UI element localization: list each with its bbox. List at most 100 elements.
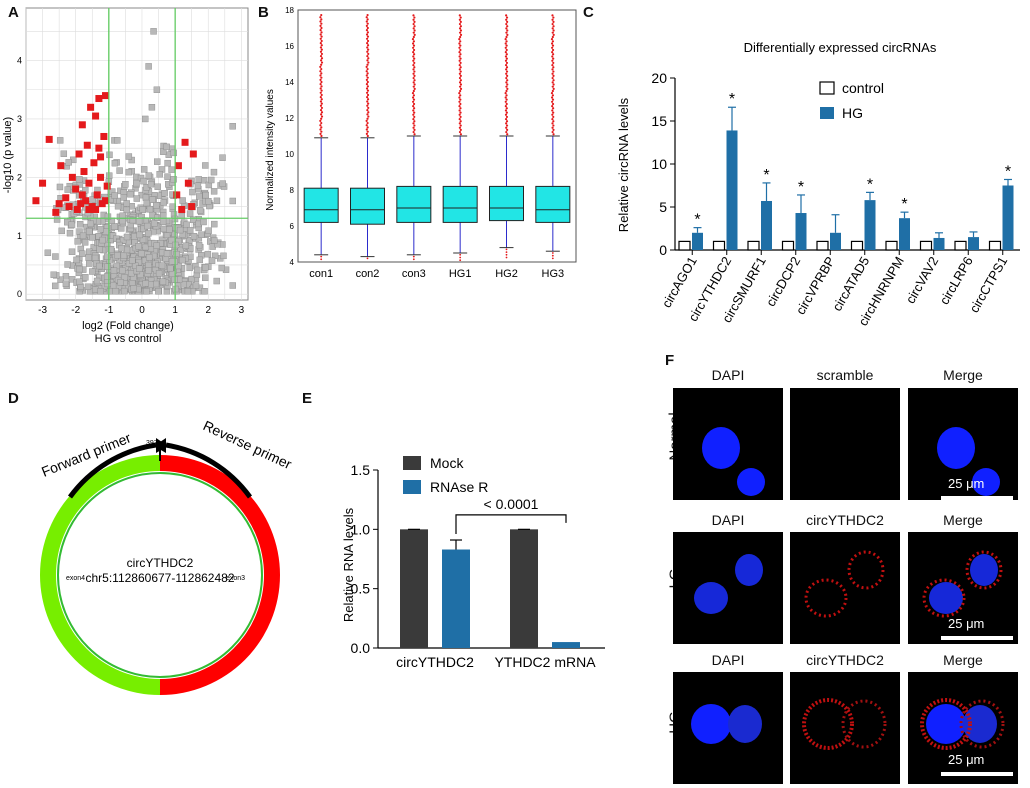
boxplot-outlier (413, 133, 416, 136)
boxplot-outlier (365, 87, 369, 90)
boxplot-outlier (551, 89, 554, 93)
volcano-point (123, 246, 131, 254)
boxplot-outlier (459, 20, 462, 23)
scale-label-1: 25 μm (948, 476, 985, 491)
volcano-sig-point (78, 121, 86, 129)
micrograph-panel: Normal LG HG DAPI scramble Merge 25 μm D… (665, 360, 1030, 788)
header-dapi-3: DAPI (711, 652, 745, 668)
boxplot-outlier (459, 48, 462, 52)
boxplot-outlier (412, 76, 415, 80)
volcano-point (154, 158, 161, 165)
volcano-point (219, 154, 226, 161)
rnase-xtick: YTHDC2 mRNA (494, 654, 596, 670)
boxplot-outlier (458, 100, 461, 103)
boxplot-outlier (320, 76, 323, 79)
boxplot-outlier (458, 31, 462, 34)
volcano-point (195, 176, 202, 183)
boxplot-outlier (320, 22, 323, 25)
volcano-point (153, 86, 161, 93)
volcano-sig-point (100, 132, 108, 140)
volcano-sig-point (181, 138, 189, 146)
volcano-point (194, 266, 201, 274)
legend-swatch-rnase (403, 480, 421, 494)
boxplot-ytick: 6 (290, 222, 295, 231)
boxplot-outlier (504, 117, 508, 121)
boxplot-outlier (365, 16, 368, 19)
boxplot-outlier (319, 119, 322, 122)
boxplot-outlier (459, 98, 462, 101)
volcano-point (159, 278, 167, 286)
volcano-point (155, 270, 163, 277)
boxplot-outlier (412, 113, 415, 116)
boxplot-outlier (459, 16, 462, 19)
boxplot-outlier (459, 29, 463, 32)
boxplot-outlier (504, 113, 508, 116)
volcano-point (218, 264, 225, 272)
boxplot-xtick: HG3 (542, 268, 565, 280)
volcano-sig-point (39, 179, 47, 187)
volcano-ytick: 4 (17, 56, 22, 66)
boxplot-outlier (551, 55, 554, 58)
boxplot-outlier (412, 89, 415, 93)
boxplot-outlier (506, 25, 509, 28)
volcano-point (125, 153, 133, 160)
circrna-bar-hg (830, 232, 841, 250)
boxplot-outlier (319, 96, 322, 99)
boxplot-outlier (365, 83, 369, 86)
volcano-point (179, 197, 186, 204)
volcano-point (141, 257, 149, 264)
volcano-sig-point (102, 92, 110, 100)
volcano-point (106, 288, 114, 295)
circrna-bar-chart: Differentially expressed circRNAs 0 5 10 15… (616, 40, 1020, 328)
boxplot-outlier (552, 115, 555, 119)
boxplot-outlier (552, 53, 555, 56)
boxplot-outlier (505, 111, 508, 114)
volcano-point (76, 221, 84, 228)
boxplot-outlier (552, 66, 555, 69)
boxplot-outlier (552, 133, 555, 136)
volcano-point (114, 202, 122, 210)
boxplot-outlier (319, 65, 322, 68)
boxplot-ylabel: Normalized intensity values (265, 89, 276, 211)
micrograph-lg-dapi (673, 532, 783, 644)
volcano-point (128, 269, 135, 277)
volcano-point (168, 270, 176, 278)
volcano-point (220, 252, 227, 260)
volcano-point (170, 149, 178, 157)
legend-label-hg: HG (842, 105, 863, 121)
boxplot-outlier (458, 113, 461, 116)
volcano-sig-point (77, 200, 85, 208)
circrna-star: * (694, 212, 700, 229)
boxplot-outlier (459, 35, 462, 39)
volcano-point (135, 258, 143, 266)
volcano-point (160, 148, 167, 155)
boxplot-outlier (320, 85, 323, 88)
volcano-point (210, 188, 218, 195)
volcano-point (68, 248, 76, 255)
volcano-sig-point (68, 173, 76, 181)
boxplot-outlier (366, 80, 369, 84)
volcano-point (76, 265, 83, 273)
boxplot-outlier (552, 33, 555, 36)
boxplot-ytick: 14 (285, 78, 294, 87)
circrna-ytick: 20 (651, 70, 667, 86)
volcano-point (219, 180, 226, 187)
volcano-point (99, 236, 106, 244)
circrna-xtick: circLRP6 (936, 254, 975, 307)
boxplot-outlier (320, 102, 323, 105)
boxplot-outlier (551, 14, 554, 17)
volcano-sig-point (90, 159, 98, 167)
volcano-point (195, 241, 203, 249)
boxplot-outlier (367, 57, 370, 60)
boxplot-outlier (366, 98, 370, 101)
boxplot-outlier (320, 89, 323, 92)
boxplot-xtick: HG2 (495, 268, 518, 280)
boxplot-outlier (504, 92, 507, 95)
volcano-point (121, 287, 128, 295)
legend-label-mock: Mock (430, 455, 464, 471)
volcano-point (151, 220, 158, 227)
boxplot-outlier (459, 83, 463, 86)
circrna-bar-control (678, 240, 691, 251)
boxplot-outlier (320, 35, 323, 38)
boxplot-outlier (458, 59, 461, 62)
